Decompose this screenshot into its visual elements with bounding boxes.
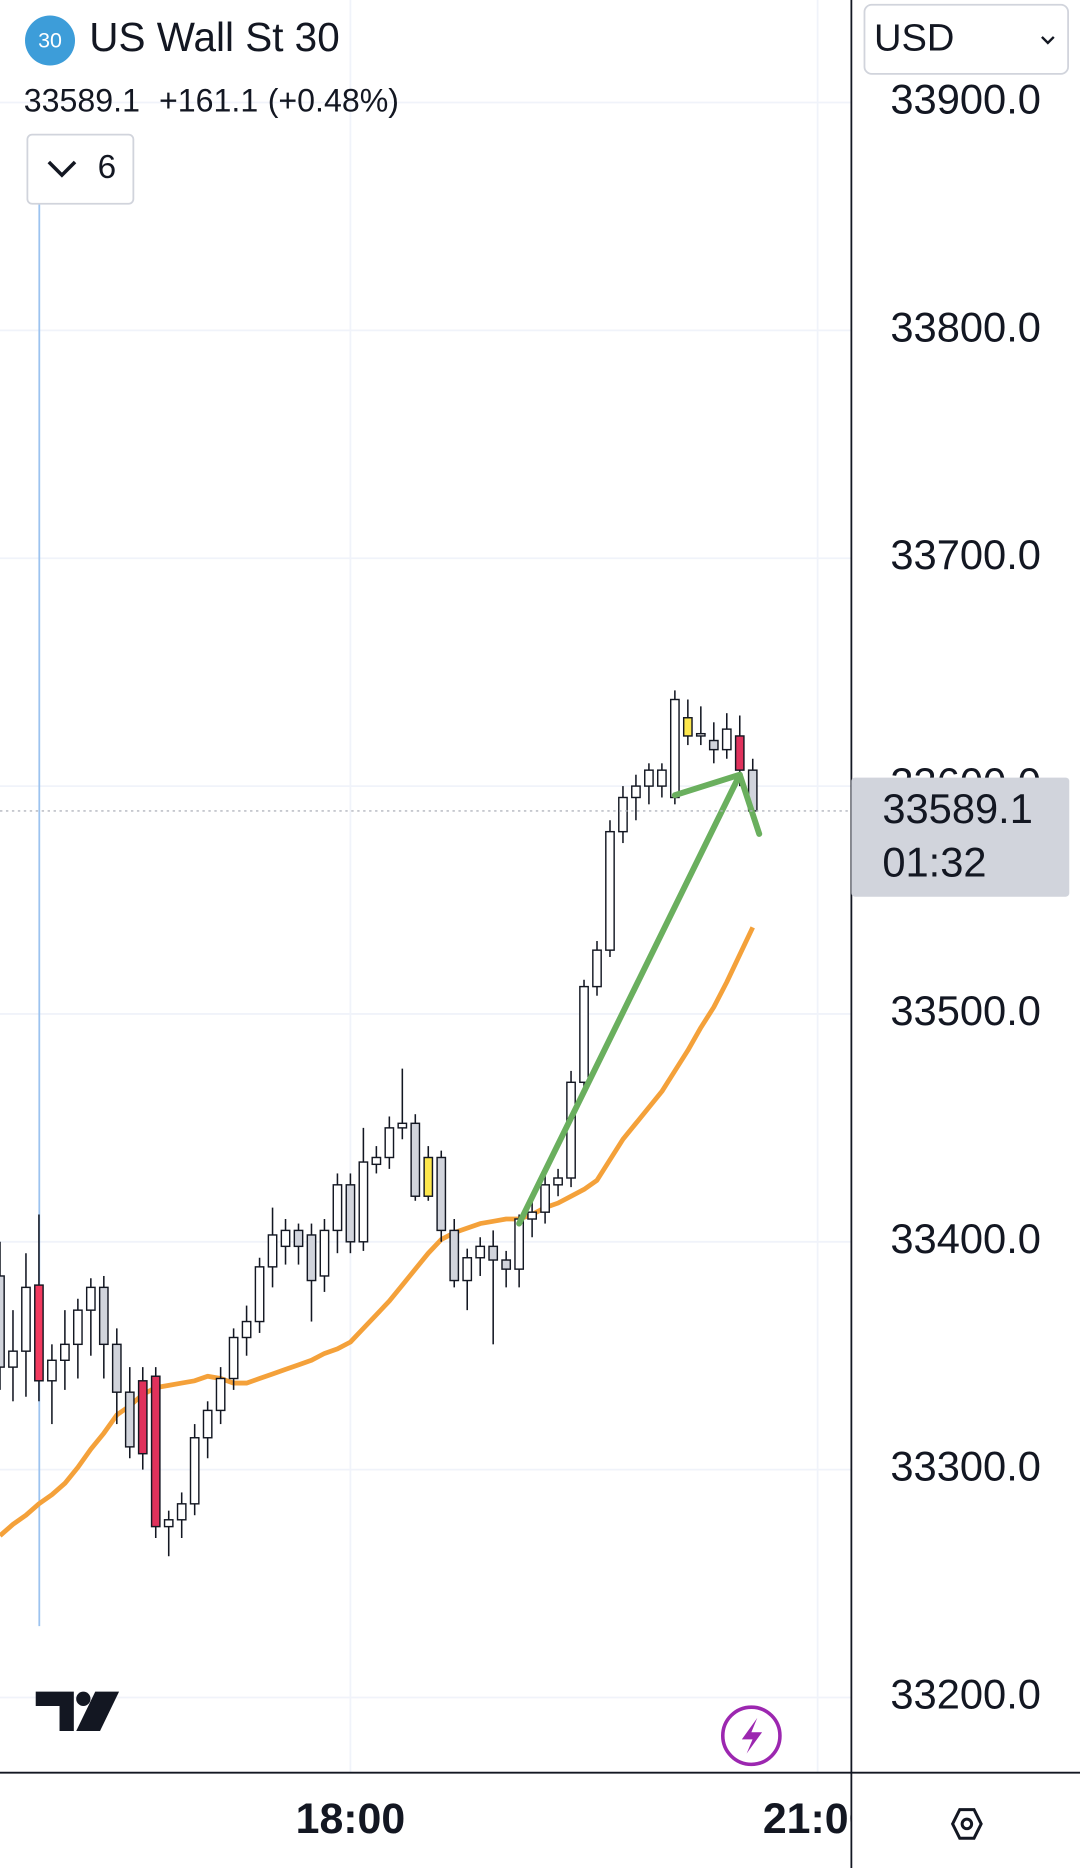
- candle-body: [475, 1245, 486, 1259]
- candle-body: [21, 1286, 31, 1352]
- x-tick-label: 21:00: [763, 1795, 873, 1843]
- candle-body: [410, 1122, 421, 1197]
- logo[interactable]: [35, 1691, 120, 1731]
- candle-body: [618, 796, 628, 833]
- candle-body: [734, 735, 745, 771]
- candle-body: [579, 985, 589, 1084]
- candle-body: [72, 1309, 83, 1346]
- indicator-count: 6: [98, 149, 117, 186]
- y-tick-label: 33700.0: [890, 531, 1041, 578]
- candle-body: [228, 1336, 239, 1380]
- candle-body: [358, 1161, 369, 1243]
- y-tick-label: 33800.0: [890, 303, 1041, 350]
- candle-body: [137, 1380, 148, 1455]
- y-tick-label: 33300.0: [890, 1443, 1041, 1490]
- settings-button[interactable]: [950, 1808, 983, 1840]
- change-pct: (+0.48%): [268, 82, 399, 118]
- candle-body: [111, 1343, 122, 1393]
- candle-body: [293, 1229, 304, 1248]
- candle-body: [644, 769, 654, 787]
- candle-body: [501, 1259, 512, 1270]
- candle-body: [605, 830, 615, 951]
- candle-body: [34, 1284, 44, 1382]
- y-tick-label: 33200.0: [890, 1671, 1041, 1718]
- dropdown-icon: [1041, 36, 1055, 45]
- candle-body: [85, 1286, 96, 1311]
- lightning-icon: [741, 1717, 763, 1754]
- chevron-icon: [47, 160, 77, 178]
- candle-body: [345, 1184, 356, 1243]
- candle-body: [682, 717, 693, 737]
- grid: [0, 0, 852, 1773]
- countdown: 01:32: [882, 839, 986, 886]
- candle-body: [553, 1177, 563, 1186]
- logo: [76, 1691, 91, 1706]
- x-tick-label: 18:00: [296, 1795, 406, 1843]
- candle-body: [60, 1343, 70, 1361]
- candle-body: [631, 785, 641, 799]
- quote-line: 33589.1 +161.1 (+0.48%): [24, 82, 399, 118]
- candle-body: [8, 1350, 18, 1368]
- settings-icon: [960, 1817, 974, 1831]
- candle-body: [488, 1245, 499, 1261]
- plot-area: [0, 690, 852, 1557]
- candle-body: [384, 1127, 395, 1159]
- symbol-title[interactable]: US Wall St 30: [89, 14, 339, 60]
- candle-body: [462, 1257, 473, 1282]
- candle-body: [669, 698, 680, 799]
- candle-body: [657, 769, 667, 787]
- candle-body: [423, 1156, 434, 1197]
- candle-body: [267, 1234, 278, 1268]
- badge-text: 30: [38, 28, 62, 52]
- candle-body: [527, 1211, 537, 1220]
- candle-body: [0, 1275, 5, 1368]
- candle-body: [254, 1266, 265, 1323]
- candle-body: [436, 1156, 447, 1232]
- candle-body: [540, 1184, 550, 1213]
- candle-body: [592, 949, 602, 988]
- candle-body: [124, 1391, 135, 1448]
- y-tick-label: 33400.0: [890, 1215, 1041, 1262]
- candle-body: [163, 1519, 174, 1528]
- candle-body: [397, 1122, 408, 1129]
- trend-line: [671, 771, 743, 799]
- candle-body: [176, 1503, 187, 1521]
- symbol-badge[interactable]: [25, 15, 76, 66]
- price-label: 33589.1: [882, 785, 1033, 832]
- indicators-toggle[interactable]: [26, 133, 135, 205]
- currency: USD: [874, 18, 954, 60]
- y-tick-label: 33900.0: [890, 76, 1041, 123]
- price-label-box: [851, 777, 1070, 897]
- candle-body: [202, 1409, 213, 1439]
- candle-body: [98, 1286, 109, 1346]
- candle-body: [306, 1234, 317, 1282]
- candle-body: [371, 1156, 382, 1166]
- candle-body: [280, 1229, 291, 1248]
- candle-body: [215, 1377, 226, 1412]
- candle-body: [47, 1359, 57, 1382]
- candle-body: [150, 1375, 161, 1528]
- candle-body: [319, 1229, 330, 1277]
- last-price: 33589.1: [24, 82, 140, 118]
- candle-body: [449, 1229, 460, 1282]
- currency-select[interactable]: [863, 3, 1069, 75]
- candle-body: [695, 732, 706, 737]
- candle-body: [721, 728, 732, 751]
- candle-body: [189, 1437, 200, 1505]
- candle-body: [241, 1320, 252, 1339]
- change: +161.1: [159, 82, 258, 118]
- candle-body: [708, 739, 719, 751]
- candle-body: [332, 1184, 343, 1232]
- y-tick-label: 33500.0: [890, 987, 1041, 1034]
